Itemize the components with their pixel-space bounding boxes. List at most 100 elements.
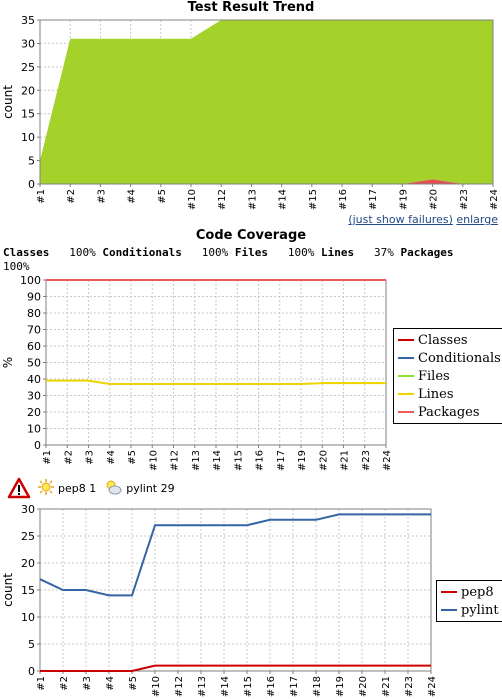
y-tick-label: 30 — [21, 37, 35, 50]
y-tick-label: 15 — [21, 108, 35, 121]
legend-label: pylint — [461, 602, 499, 618]
code-coverage-chart[interactable]: 0 10 20 30 40 50 60 70 80 90 100 #1 #2 #3 #4 #5 #10 #12 #1… — [0, 270, 502, 475]
legend-swatch — [398, 393, 414, 395]
legend-entry-packages: Packages — [398, 403, 501, 421]
x-tick-label: #2 — [66, 189, 77, 204]
sun-icon — [38, 478, 54, 498]
violations-chart[interactable]: 0 5 10 15 20 25 30 #1 #2 #3 #4 #5 #10 #12 #13 #14 #15 #16… — [0, 500, 502, 699]
plot-frame — [39, 19, 494, 185]
y-tick-label: 25 — [21, 61, 35, 74]
coverage-packages-value: 100% — [3, 260, 30, 273]
pep8-warning-link[interactable]: pep8 1 — [58, 481, 97, 495]
y-tick-label: 20 — [21, 84, 35, 97]
legend-swatch — [398, 357, 414, 359]
coverage-lines-label: Lines — [320, 246, 355, 259]
y-tick-label: 10 — [21, 611, 35, 624]
legend-label: pep8 — [461, 584, 494, 600]
test-trend-chart[interactable]: 0 5 10 15 20 25 30 35 #1 #2 #3 #4 #5 #10 #12 #13 #14 #15 #… — [0, 0, 502, 215]
legend-swatch — [441, 591, 457, 593]
y-tick-label: 5 — [28, 155, 35, 168]
y-tick-label: 80 — [27, 307, 41, 320]
y-tick-label: 40 — [27, 373, 41, 386]
y-tick-label: 10 — [21, 131, 35, 144]
x-tick-label: #23 — [459, 189, 470, 210]
y-tick-label: 0 — [28, 665, 35, 678]
x-tick-label: #2 — [63, 450, 74, 465]
x-tick-label: #12 — [217, 189, 228, 210]
series-line-pylint — [39, 513, 431, 597]
y-tick-label: 20 — [21, 557, 35, 570]
x-tick-label: #15 — [233, 450, 244, 471]
y-tick-label: 15 — [21, 584, 35, 597]
x-tick-label: #20 — [429, 189, 440, 210]
x-tick-label: #10 — [151, 676, 162, 697]
y-tick-label: 90 — [27, 291, 41, 304]
series-line-lines — [46, 379, 386, 385]
x-tick-label: #14 — [212, 450, 223, 471]
x-tick-label: #1 — [36, 189, 47, 204]
legend-label: Conditionals — [418, 350, 501, 366]
x-tick-label: #17 — [289, 676, 300, 697]
x-tick-label: #13 — [247, 189, 258, 210]
legend-entry-conditionals: Conditionals — [398, 349, 501, 367]
x-tick-label: #13 — [197, 676, 208, 697]
x-tick-label: #24 — [489, 189, 500, 210]
legend-entry-pep8: pep8 — [441, 583, 499, 601]
x-tick-label: #1 — [36, 676, 47, 691]
x-tick-label: #23 — [361, 450, 372, 471]
x-tick-label: #15 — [308, 189, 319, 210]
y-axis-label: count — [1, 573, 15, 607]
y-tick-label: 0 — [28, 178, 35, 191]
pep8-warning-item[interactable]: pep8 1 — [38, 478, 97, 498]
x-tick-label: #18 — [312, 676, 323, 697]
y-tick-label: 70 — [27, 324, 41, 337]
y-tick-label: 100 — [20, 274, 41, 287]
x-tick-label: #16 — [338, 189, 349, 210]
x-tick-label: #23 — [404, 676, 415, 697]
passed-area — [40, 20, 493, 184]
x-tick-label: #24 — [427, 676, 438, 697]
warning-triangle-icon[interactable] — [7, 477, 31, 499]
y-tick-label: 50 — [27, 357, 41, 370]
legend-entry-pylint: pylint — [441, 601, 499, 619]
x-tick-label: #5 — [127, 450, 138, 465]
y-tick-label: 10 — [27, 423, 41, 436]
pylint-warning-item[interactable]: pylint 29 — [104, 479, 175, 498]
coverage-summary: Classes 100% Conditionals 100% Files 100… — [3, 246, 499, 259]
enlarge-link[interactable]: enlarge — [456, 213, 498, 226]
x-tick-label: #17 — [368, 189, 379, 210]
x-tick-label: #14 — [220, 676, 231, 697]
pylint-warning-link[interactable]: pylint 29 — [126, 481, 175, 495]
legend-entry-lines: Lines — [398, 385, 501, 403]
test-trend-title: Test Result Trend — [187, 0, 315, 15]
x-tick-label: #3 — [96, 189, 107, 204]
x-tick-label: #21 — [381, 676, 392, 697]
trend-links: (just show failures) enlarge — [348, 213, 498, 226]
x-tick-label: #16 — [255, 450, 266, 471]
legend-label: Packages — [418, 404, 480, 420]
x-tick-label: #16 — [266, 676, 277, 697]
x-tick-label: #19 — [297, 450, 308, 471]
legend-swatch — [398, 375, 414, 377]
y-tick-label: 5 — [28, 638, 35, 651]
y-tick-label: 60 — [27, 340, 41, 353]
coverage-conditionals-label: Conditionals — [102, 246, 182, 259]
legend-swatch — [441, 609, 457, 611]
x-tick-label: #24 — [382, 450, 393, 471]
series-line-pep8 — [40, 664, 431, 672]
coverage-legend: Classes Conditionals Files Lines Packages — [393, 328, 502, 424]
y-tick-label: 30 — [21, 503, 35, 516]
x-tick-label: #4 — [106, 450, 117, 465]
x-tick-label: #15 — [243, 676, 254, 697]
violations-legend: pep8 pylint — [436, 580, 502, 622]
x-tick-label: #10 — [187, 189, 198, 210]
x-tick-label: #20 — [358, 676, 369, 697]
x-tick-label: #5 — [128, 676, 139, 691]
legend-swatch — [398, 411, 414, 413]
x-tick-label: #4 — [127, 189, 138, 204]
y-tick-label: 0 — [34, 439, 41, 452]
x-tick-label: #12 — [174, 676, 185, 697]
y-tick-label: 25 — [21, 530, 35, 543]
just-show-failures-link[interactable]: (just show failures) — [348, 213, 453, 226]
x-tick-label: #14 — [278, 189, 289, 210]
